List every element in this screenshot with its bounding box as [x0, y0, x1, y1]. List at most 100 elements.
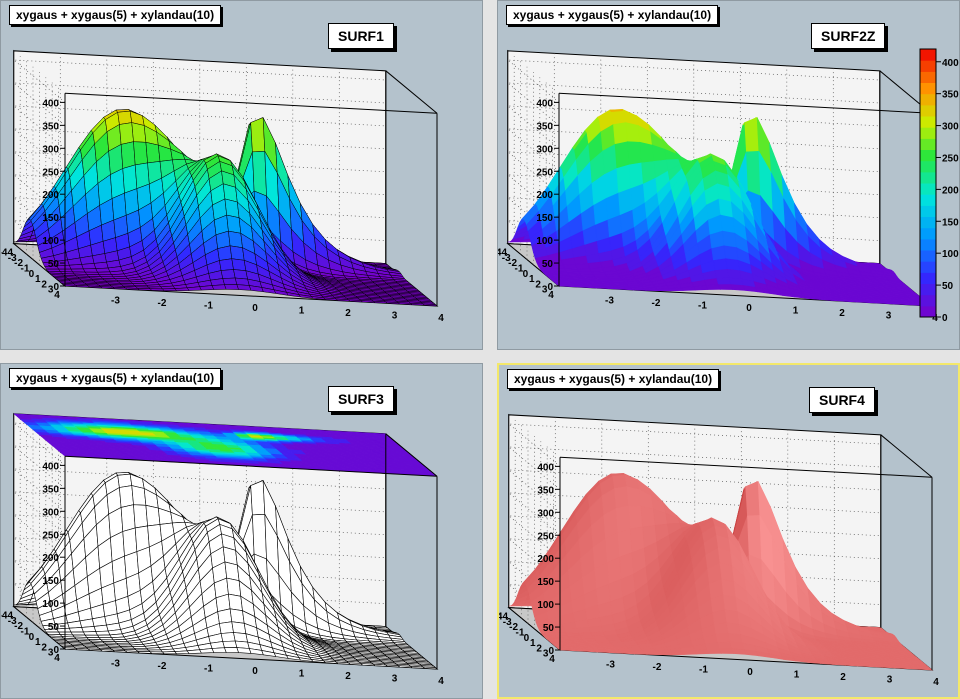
- surface-cell: [626, 486, 642, 507]
- surface-cell: [119, 485, 134, 508]
- surface-cell: [231, 621, 247, 635]
- surface: [508, 472, 933, 671]
- surface-cell: [233, 632, 248, 643]
- y-tick-label: -44: [1, 611, 13, 622]
- surface-cell: [220, 269, 236, 279]
- surface-cell: [422, 303, 438, 307]
- z-tick-label: 350: [537, 485, 554, 496]
- z-tick-label: 0: [547, 282, 553, 293]
- z-tick-label: 0: [548, 646, 554, 657]
- surface-cell: [655, 288, 672, 292]
- y-tick-label: 0: [29, 632, 35, 643]
- y-tick-label: 0: [29, 269, 35, 280]
- surface-cell: [591, 635, 608, 640]
- frame-front: [64, 70, 438, 306]
- x-tick-label: 1: [299, 306, 305, 317]
- x-tick-label: 3: [392, 311, 398, 322]
- z-tick-label: 50: [542, 259, 554, 270]
- palette-band: [920, 227, 936, 240]
- surface: [13, 109, 438, 307]
- palette-tick-label: 150: [942, 217, 959, 228]
- axes: 05010015020025030035040043210-1-2-3-44-3…: [499, 457, 939, 688]
- x-tick-label: 3: [392, 674, 398, 685]
- surface-cell: [226, 214, 242, 234]
- frame-front: [64, 433, 438, 669]
- z-tick-label: 300: [42, 507, 59, 518]
- palette-band: [920, 149, 936, 162]
- surface-cell: [724, 609, 740, 625]
- z-tick-label: 100: [42, 236, 59, 247]
- pad-title: xygaus + xygaus(5) + xylandau(10): [9, 368, 222, 388]
- palette-band: [920, 49, 936, 61]
- x-tick-label: -2: [158, 661, 167, 672]
- surface-cell: [82, 268, 98, 273]
- pad-surf3[interactable]: 05010015020025030035040043210-1-2-3-44-3…: [0, 363, 483, 699]
- surface-cell: [613, 122, 628, 145]
- surface-cell: [222, 277, 238, 285]
- y-tick-label: 4: [54, 290, 60, 301]
- surface-cell: [96, 634, 113, 639]
- x-tick-label: 1: [793, 306, 799, 317]
- surface-cell: [131, 485, 147, 506]
- surface-cell: [722, 230, 737, 249]
- y-tick-label: -2: [14, 258, 23, 269]
- surface-cell: [656, 652, 673, 656]
- surface-cell: [149, 288, 165, 291]
- y-tick-label: 1: [530, 638, 536, 649]
- surface-cell: [550, 264, 566, 270]
- surface-cell: [587, 261, 603, 269]
- surface-cell: [723, 245, 739, 261]
- surface-cell: [117, 110, 133, 125]
- surface-cell: [56, 264, 72, 270]
- pad-title: xygaus + xygaus(5) + xylandau(10): [9, 5, 222, 25]
- y-tick-label: -2: [509, 622, 518, 633]
- surface-cell: [149, 651, 165, 655]
- palette-band: [920, 104, 936, 117]
- x-tick-label: 4: [438, 313, 444, 324]
- x-tick-label: 4: [933, 677, 939, 688]
- surface-cell: [228, 230, 243, 248]
- surface-cell: [145, 504, 161, 527]
- surface-cell: [713, 258, 728, 271]
- surface-cell: [82, 631, 98, 636]
- surface-cell: [217, 608, 233, 624]
- palette-band: [920, 283, 936, 296]
- surface-cell: [616, 164, 632, 194]
- y-tick-label: 3: [48, 648, 54, 659]
- surface-cell: [643, 288, 659, 292]
- z-tick-label: 400: [42, 98, 59, 109]
- pad-surf4[interactable]: 05010015020025030035040043210-1-2-3-44-3…: [497, 363, 960, 699]
- surf4-plot: 05010015020025030035040043210-1-2-3-44-3…: [499, 413, 939, 688]
- x-tick-label: 0: [746, 303, 752, 314]
- surface-cell: [720, 214, 736, 234]
- surf1-plot: 05010015020025030035040043210-1-2-3-44-3…: [1, 49, 444, 324]
- surface-cell: [222, 640, 238, 649]
- surface-cell: [615, 505, 631, 533]
- y-tick-label: -2: [14, 621, 23, 632]
- y-tick-label: -2: [508, 258, 517, 269]
- surface-cell: [728, 633, 743, 644]
- surface-cell: [119, 122, 134, 145]
- pad-surf2z[interactable]: 05010015020025030035040043210-1-2-3-44-3…: [497, 0, 960, 350]
- surface-cell: [714, 622, 729, 635]
- y-tick-label: -3: [8, 253, 17, 264]
- surface-cell: [131, 122, 147, 143]
- z-tick-label: 150: [536, 213, 553, 224]
- x-tick-label: -2: [158, 298, 167, 309]
- pad-name-label: SURF3: [328, 386, 394, 412]
- surface-cell: [226, 577, 242, 597]
- y-tick-label: 0: [523, 269, 529, 280]
- surface-cell: [81, 263, 97, 270]
- palette-band: [920, 171, 936, 184]
- x-tick-label: 1: [794, 670, 800, 681]
- surface-cell: [706, 648, 722, 654]
- palette-tick-label: 0: [942, 313, 948, 324]
- surface-cell: [590, 271, 607, 276]
- pad-surf1[interactable]: 05010015020025030035040043210-1-2-3-44-3…: [0, 0, 483, 350]
- surface-cell: [625, 122, 641, 143]
- surface-cell: [714, 269, 730, 279]
- surface-cell: [233, 269, 248, 280]
- surface-cell: [81, 626, 97, 633]
- surface-cell: [717, 641, 733, 650]
- x-tick-label: 2: [345, 308, 351, 319]
